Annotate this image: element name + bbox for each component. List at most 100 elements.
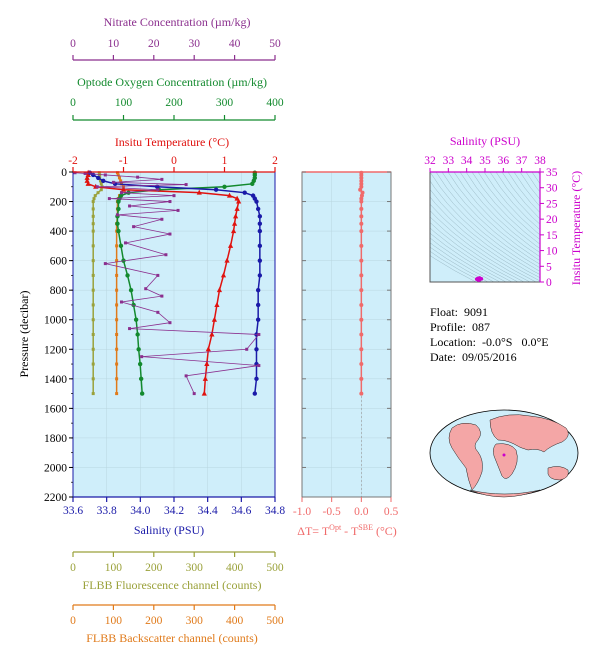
date-label: Date: [430, 350, 456, 364]
salinity-point [252, 391, 257, 396]
temperature-point [211, 316, 217, 322]
oxygen-point [250, 181, 255, 187]
nitrate-point [257, 333, 261, 336]
oxygen-point [118, 243, 124, 249]
density-contour [430, 196, 540, 282]
density-contour [430, 251, 483, 282]
density-contour [483, 172, 540, 236]
temperature-point [84, 174, 90, 180]
fluorescence-point [91, 222, 95, 226]
delta-tick-label: 0.5 [384, 506, 399, 518]
ts-x-tick-label: 32 [424, 155, 436, 167]
ts-axes: 32 33 34 35 36 37 38 0 5 10 15 20 25 30 35 [424, 155, 558, 289]
ts-y-tick-label: 0 [546, 277, 552, 289]
temperature-tick-label: 2 [272, 155, 278, 167]
nitrate-point [192, 392, 196, 396]
delta-axis-title: ΔT= TOpt - TSBE (°C) [297, 523, 397, 538]
temperature-point [85, 180, 91, 186]
location-lon: 0.0°E [521, 335, 549, 349]
salinity-point [96, 175, 101, 181]
nitrate-point [128, 327, 132, 331]
temperature-point [216, 287, 223, 293]
density-contour [430, 222, 519, 282]
backscatter-point [117, 176, 121, 180]
ts-y-tick-label: 10 [546, 246, 558, 258]
nitrate-point [119, 191, 123, 195]
backscatter-point [115, 244, 119, 248]
delta-point [358, 187, 363, 192]
backscatter-point [115, 303, 119, 307]
delta-title-mid: - T [341, 524, 359, 538]
backscatter-tick-label: 200 [145, 615, 163, 627]
salinity-point [91, 172, 96, 178]
density-contour [459, 172, 540, 254]
delta-point [359, 206, 364, 211]
fluorescence-axis: 0 100 200 300 400 500 [70, 551, 284, 574]
salinity-point [257, 221, 263, 226]
pressure-tick-label: 0 [61, 167, 67, 179]
ts-points [474, 276, 484, 282]
oxygen-point [139, 391, 145, 396]
salinity-tick-label: 33.6 [63, 505, 83, 517]
nitrate-point [156, 188, 160, 192]
ts-point [479, 277, 484, 281]
ts-y-tick-label: 25 [546, 198, 558, 210]
density-contour [453, 172, 540, 258]
ts-x-tick-label: 35 [479, 155, 491, 167]
nitrate-point [176, 208, 180, 212]
fluorescence-point [91, 200, 95, 204]
salinity-line [89, 172, 261, 394]
pressure-tick-label: 600 [50, 256, 68, 268]
pressure-tick-label: 2000 [44, 462, 67, 474]
temperature-point [226, 192, 233, 198]
ts-x-tick-label: 38 [534, 155, 546, 167]
salinity-axis: 33.6 33.8 34.0 34.2 34.4 34.6 34.8 [63, 496, 285, 517]
oxygen-point [138, 376, 144, 382]
delta-tick-label: -0.5 [323, 506, 341, 518]
fluorescence-tick-label: 400 [226, 562, 244, 574]
nitrate-point [245, 347, 249, 351]
oxygen-axis-title: Optode Oxygen Concentration (µm/kg) [77, 75, 267, 89]
salinity-tick-label: 34.2 [164, 505, 184, 517]
backscatter-point [115, 377, 119, 381]
map-land-americas [448, 422, 483, 491]
info-date: Date: 09/05/2016 [430, 350, 517, 365]
salinity-point [257, 228, 263, 234]
nitrate-axis: 0 10 20 30 40 50 [70, 38, 281, 61]
delta-point [359, 317, 364, 322]
nitrate-point [168, 321, 172, 325]
fluorescence-point [99, 188, 103, 192]
backscatter-point [115, 288, 119, 292]
nitrate-point [172, 194, 176, 198]
delta-tick-label: 0.0 [354, 506, 369, 518]
salinity-tick-label: 34.0 [130, 505, 150, 517]
fluorescence-point [96, 191, 100, 195]
main-series [73, 169, 263, 396]
pressure-axis: 0 200 400 600 800 1000 1200 1400 1600 1800 2000 220… [44, 167, 73, 504]
delta-point [359, 288, 364, 293]
density-contour [430, 180, 540, 275]
oxygen-tick-label: 300 [216, 97, 234, 109]
profile-label: Profile: [430, 320, 466, 334]
density-contour [430, 255, 477, 282]
backscatter-point [119, 179, 123, 183]
oxygen-line [116, 172, 256, 394]
nitrate-point [136, 175, 140, 179]
oxygen-point [116, 228, 121, 234]
density-contour [435, 172, 540, 269]
temperature-tick-label: 0 [171, 155, 177, 167]
backscatter-tick-label: 0 [70, 615, 76, 627]
backscatter-point [115, 333, 119, 336]
nitrate-tick-label: 50 [269, 38, 281, 50]
nitrate-point [160, 177, 164, 181]
oxygen-point [136, 347, 141, 352]
pressure-tick-label: 200 [50, 197, 68, 209]
salinity-point [255, 206, 261, 212]
density-contour [430, 237, 501, 282]
backscatter-tick-label: 100 [105, 615, 123, 627]
nitrate-tick-label: 0 [70, 38, 76, 50]
pressure-tick-label: 800 [50, 285, 68, 297]
nitrate-point [119, 300, 123, 304]
density-contour [430, 242, 495, 282]
delta-title-main: ΔT= T [297, 524, 330, 538]
